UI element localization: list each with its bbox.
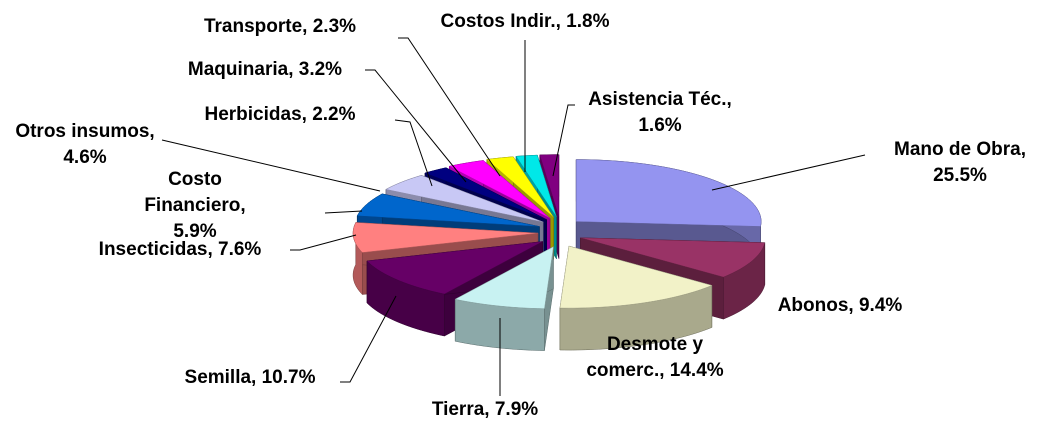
slice	[356, 193, 540, 227]
slice	[580, 237, 766, 278]
data-label: Otros insumos,	[15, 121, 154, 142]
leader-line	[552, 104, 575, 177]
slice	[352, 222, 539, 253]
slice	[366, 241, 543, 295]
data-label: comerc., 14.4%	[586, 360, 723, 381]
data-label: Transporte, 2.3%	[204, 16, 356, 37]
slice	[575, 159, 762, 227]
data-label: Costos Indir., 1.8%	[441, 11, 610, 32]
slice	[424, 167, 547, 220]
data-label: Desmote y	[607, 334, 704, 355]
data-label: Maquinaria, 3.2%	[188, 59, 342, 80]
data-label: Financiero,	[144, 195, 245, 216]
slice	[454, 246, 554, 309]
slice	[486, 156, 554, 218]
data-label: Costo	[168, 169, 222, 190]
leader-line	[340, 295, 397, 383]
data-label: Asistencia Téc.,	[588, 89, 732, 110]
leader-line	[398, 37, 501, 177]
slice	[385, 175, 544, 223]
slice	[515, 154, 557, 217]
data-label: 4.6%	[63, 147, 106, 168]
leader-line	[290, 234, 357, 251]
data-label: 5.9%	[173, 221, 216, 242]
data-label: Herbicidas, 2.2%	[204, 104, 355, 125]
data-label: Abonos, 9.4%	[778, 295, 903, 316]
data-label: 1.6%	[638, 115, 681, 136]
data-label: Tierra, 7.9%	[432, 399, 538, 420]
leader-line	[711, 154, 866, 191]
data-label: Mano de Obra,	[894, 139, 1026, 160]
slice	[559, 245, 713, 309]
data-label: Insecticidas, 7.6%	[99, 239, 262, 260]
leader-line	[365, 69, 467, 183]
data-label: 25.5%	[933, 165, 987, 186]
leader-line	[394, 119, 433, 187]
slice	[448, 160, 551, 219]
data-label: Semilla, 10.7%	[185, 367, 316, 388]
leader-line	[324, 210, 363, 214]
leader-line	[161, 139, 381, 192]
